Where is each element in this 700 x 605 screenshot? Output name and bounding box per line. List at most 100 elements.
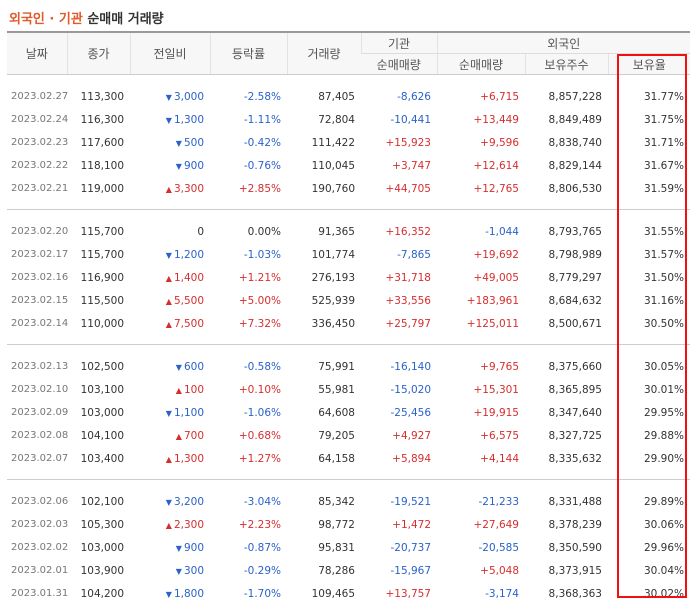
cell-rate: +7.32% xyxy=(210,312,287,335)
triangle-up-icon: ▲ xyxy=(176,432,182,441)
cell-foreign-shares: 8,365,895 xyxy=(525,378,608,401)
cell-inst-net: +44,705 xyxy=(361,177,437,200)
cell-inst-net: +5,894 xyxy=(361,447,437,470)
row-spacer xyxy=(7,75,690,86)
cell-inst-net: -8,626 xyxy=(361,85,437,108)
cell-volume: 72,804 xyxy=(287,108,361,131)
cell-volume: 79,205 xyxy=(287,424,361,447)
cell-rate: -1.11% xyxy=(210,108,287,131)
cell-volume: 75,991 xyxy=(287,355,361,378)
cell-close: 103,900 xyxy=(67,559,130,582)
cell-volume: 55,981 xyxy=(287,378,361,401)
cell-date: 2023.02.07 xyxy=(7,447,67,470)
cell-rate: -0.29% xyxy=(210,559,287,582)
triangle-down-icon: ▼ xyxy=(176,544,182,553)
cell-close: 103,100 xyxy=(67,378,130,401)
cell-foreign-net: +6,575 xyxy=(437,424,525,447)
cell-date: 2023.02.01 xyxy=(7,559,67,582)
triangle-down-icon: ▼ xyxy=(166,590,172,599)
cell-inst-net: -16,140 xyxy=(361,355,437,378)
cell-inst-net: -19,521 xyxy=(361,490,437,513)
change-value: 3,300 xyxy=(174,183,204,195)
cell-date: 2023.02.14 xyxy=(7,312,67,335)
triangle-down-icon: ▼ xyxy=(176,363,182,372)
change-value: 1,300 xyxy=(174,114,204,126)
cell-inst-net: -20,737 xyxy=(361,536,437,559)
cell-volume: 336,450 xyxy=(287,312,361,335)
cell-close: 115,500 xyxy=(67,289,130,312)
change-value: 1,300 xyxy=(174,453,204,465)
change-value: 900 xyxy=(184,542,204,554)
triangle-up-icon: ▲ xyxy=(166,521,172,530)
cell-date: 2023.02.09 xyxy=(7,401,67,424)
triangle-down-icon: ▼ xyxy=(166,93,172,102)
cell-date: 2023.02.03 xyxy=(7,513,67,536)
cell-foreign-net: +4,144 xyxy=(437,447,525,470)
cell-close: 116,300 xyxy=(67,108,130,131)
cell-foreign-net: +9,596 xyxy=(437,131,525,154)
cell-foreign-net: +6,715 xyxy=(437,85,525,108)
change-value: 600 xyxy=(184,361,204,373)
cell-close: 115,700 xyxy=(67,243,130,266)
header-change: 전일비 xyxy=(130,32,210,75)
group-divider xyxy=(7,335,690,345)
cell-foreign-net: +9,765 xyxy=(437,355,525,378)
triangle-up-icon: ▲ xyxy=(166,297,172,306)
cell-change: 0 xyxy=(130,220,210,243)
row-spacer xyxy=(7,480,690,491)
cell-volume: 101,774 xyxy=(287,243,361,266)
cell-volume: 110,045 xyxy=(287,154,361,177)
cell-rate: +0.68% xyxy=(210,424,287,447)
change-value: 2,300 xyxy=(174,519,204,531)
cell-change: ▼1,200 xyxy=(130,243,210,266)
cell-close: 119,000 xyxy=(67,177,130,200)
cell-inst-net: -25,456 xyxy=(361,401,437,424)
cell-rate: -0.42% xyxy=(210,131,287,154)
triangle-down-icon: ▼ xyxy=(166,251,172,260)
cell-inst-net: -15,967 xyxy=(361,559,437,582)
cell-change: ▼900 xyxy=(130,154,210,177)
title-rest: 순매매 거래량 xyxy=(87,12,163,27)
cell-foreign-shares: 8,838,740 xyxy=(525,131,608,154)
cell-foreign-net: +19,915 xyxy=(437,401,525,424)
header-date: 날짜 xyxy=(7,32,67,75)
cell-close: 118,100 xyxy=(67,154,130,177)
cell-date: 2023.02.21 xyxy=(7,177,67,200)
cell-close: 113,300 xyxy=(67,85,130,108)
cell-foreign-net: -1,044 xyxy=(437,220,525,243)
cell-foreign-shares: 8,347,640 xyxy=(525,401,608,424)
cell-date: 2023.02.23 xyxy=(7,131,67,154)
cell-inst-net: +1,472 xyxy=(361,513,437,536)
cell-close: 110,000 xyxy=(67,312,130,335)
triangle-up-icon: ▲ xyxy=(166,320,172,329)
triangle-up-icon: ▲ xyxy=(166,185,172,194)
cell-volume: 87,405 xyxy=(287,85,361,108)
triangle-down-icon: ▼ xyxy=(166,498,172,507)
cell-date: 2023.02.08 xyxy=(7,424,67,447)
section-title: 외국인 · 기관 순매매 거래량 xyxy=(9,8,164,27)
cell-rate: -2.58% xyxy=(210,85,287,108)
cell-close: 115,700 xyxy=(67,220,130,243)
group-divider xyxy=(7,470,690,480)
cell-change: ▼500 xyxy=(130,131,210,154)
cell-rate: -0.58% xyxy=(210,355,287,378)
cell-rate: -3.04% xyxy=(210,490,287,513)
triangle-down-icon: ▼ xyxy=(166,409,172,418)
cell-foreign-shares: 8,378,239 xyxy=(525,513,608,536)
cell-volume: 91,365 xyxy=(287,220,361,243)
cell-change: ▼300 xyxy=(130,559,210,582)
group-divider xyxy=(7,200,690,210)
triangle-up-icon: ▲ xyxy=(166,455,172,464)
cell-change: ▲700 xyxy=(130,424,210,447)
cell-change: ▲5,500 xyxy=(130,289,210,312)
row-spacer xyxy=(7,210,690,221)
